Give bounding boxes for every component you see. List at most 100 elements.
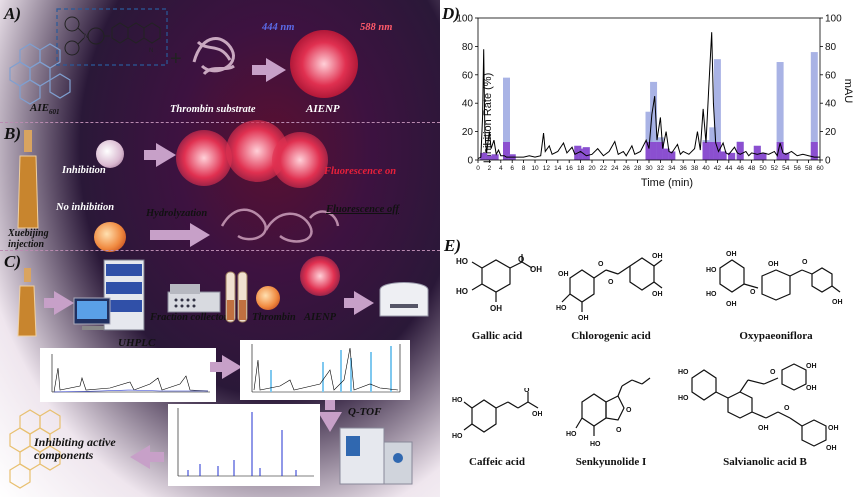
- ampoule-icon: [17, 130, 39, 229]
- arrow-b1: [156, 143, 176, 167]
- thrombin-substrate-label: Thrombin substrate: [170, 104, 256, 115]
- chromatogram-line: [477, 32, 820, 160]
- svg-text:HO: HO: [456, 257, 468, 266]
- x-tick-label: 10: [531, 165, 539, 172]
- inhibition-bar-base: [719, 151, 727, 160]
- svg-text:OH: OH: [578, 315, 589, 320]
- x-tick-label: 54: [782, 165, 790, 172]
- svg-text:O: O: [616, 427, 622, 434]
- arrow-b1-body: [144, 150, 156, 160]
- honeycomb-graphic: [9, 409, 61, 489]
- inhibition-bar-base: [728, 152, 736, 160]
- inhibition-bar-base: [656, 142, 664, 160]
- hydrolyzed-fragments-graphic: [220, 208, 340, 243]
- x-tick-label: 42: [714, 165, 722, 172]
- svg-text:O: O: [608, 279, 614, 286]
- qtof-instrument-icon: [339, 427, 413, 485]
- x-tick-label: 20: [588, 165, 596, 172]
- x-tick-label: 44: [725, 165, 733, 172]
- arrow-c4-body: [325, 400, 335, 410]
- compound-label-senkyunolide-i: Senkyunolide I: [575, 456, 647, 468]
- uhplc-instrument-icon: [73, 259, 145, 331]
- compound-label-oxypaeoniflora: Oxypaeoniflora: [739, 330, 813, 342]
- panel-b-label: B): [4, 124, 21, 143]
- svg-text:O: O: [784, 405, 790, 412]
- arrow-c5-body: [150, 452, 164, 462]
- fraction-collector-icon: [167, 284, 221, 313]
- arrow-c2-body: [344, 298, 354, 308]
- x-tick-label: 28: [634, 165, 642, 172]
- thrombin-blob-c: [256, 286, 280, 310]
- x-tick-label: 26: [623, 165, 631, 172]
- x-tick-label: 12: [543, 165, 551, 172]
- svg-text:O: O: [518, 255, 524, 264]
- oxypaeoniflora-structure: OH HO HO OH O OH O OH: [706, 251, 843, 308]
- svg-text:HO: HO: [678, 395, 689, 402]
- x-tick-label: 38: [691, 165, 699, 172]
- uhplc-label: UHPLC: [118, 337, 156, 349]
- svg-text:O: O: [750, 289, 756, 296]
- x-tick-label: 14: [554, 165, 562, 172]
- inhibition-bar-base: [485, 155, 493, 160]
- x-tick-label: 30: [645, 165, 653, 172]
- excitation-wavelength: 444 nm: [262, 22, 295, 33]
- x-tick-label: 24: [611, 165, 619, 172]
- svg-text:HO: HO: [452, 397, 463, 404]
- y-tick-label-right: 80: [825, 42, 837, 53]
- compound-label-gallic-acid: Gallic acid: [471, 330, 523, 342]
- y-tick-label-left: 60: [462, 70, 474, 81]
- svg-text:OH: OH: [726, 301, 737, 308]
- svg-text:OH: OH: [490, 304, 502, 313]
- salvianolic-acid-b-structure: HO HO OH OH O O OH OH OH: [678, 363, 839, 452]
- x-tick-label: 58: [805, 165, 813, 172]
- gallic-acid-structure: HO HO OH OH O: [456, 254, 542, 313]
- arrow-a: [266, 58, 286, 82]
- x-tick-label: 50: [759, 165, 767, 172]
- no-inhibition-label: No inhibition: [56, 202, 115, 213]
- inhibition-bar-base: [753, 145, 761, 160]
- svg-text:HO: HO: [566, 431, 577, 438]
- y-tick-label-right: 0: [825, 156, 831, 167]
- divider-bc: [0, 250, 440, 251]
- x-tick-label: 22: [600, 165, 608, 172]
- y-tick-label-left: 0: [467, 156, 473, 167]
- inhibition-bar-base: [503, 142, 510, 160]
- x-tick-label: 60: [816, 165, 824, 172]
- inhibition-label: Inhibition: [62, 165, 106, 176]
- mass-spectrum-thumbnail: [168, 404, 320, 486]
- hydrolyzation-label: Hydrolyzation: [146, 208, 208, 219]
- y-tick-label-left: 20: [462, 127, 474, 138]
- aienp-label-c: AIENP: [304, 312, 337, 323]
- aienp-particle-a: [290, 30, 358, 98]
- aie-molecule-graphic: [9, 43, 71, 105]
- svg-text:OH: OH: [726, 251, 737, 258]
- inhibition-bar: [645, 111, 653, 160]
- svg-text:O: O: [598, 261, 604, 268]
- svg-text:OH: OH: [652, 291, 663, 298]
- ampoule-icon-c: [17, 268, 37, 337]
- thrombin-substrate-graphic: [192, 37, 235, 76]
- inhibition-bar-base: [650, 142, 658, 160]
- x-tick-label: 46: [737, 165, 745, 172]
- thrombin-blob-lower: [94, 222, 126, 252]
- arrow-c3: [222, 355, 242, 379]
- plate-reader-icon: [379, 282, 429, 317]
- x-axis-title: Time (min): [640, 177, 694, 189]
- inhibition-bar-base: [713, 142, 721, 160]
- svg-text:OH: OH: [532, 411, 542, 418]
- fluorescence-on-label: Fluorescence on: [324, 166, 397, 177]
- arrow-c3-body: [210, 362, 222, 372]
- inhibiting-components-label: Inhibiting active components: [34, 435, 116, 462]
- xuebijing-label: Xuebijing injection: [8, 228, 49, 250]
- compound-label-chlorogenic-acid: Chlorogenic acid: [571, 330, 651, 342]
- svg-text:N: N: [84, 34, 88, 40]
- inhibition-bar-base: [736, 142, 744, 160]
- y-tick-label-left: 80: [462, 42, 474, 53]
- svg-text:OH: OH: [832, 299, 843, 306]
- inhibition-bar-base: [776, 142, 784, 160]
- x-tick-label: 16: [566, 165, 574, 172]
- svg-text:OH: OH: [652, 253, 663, 260]
- arrow-a-body: [252, 65, 266, 75]
- y-tick-label-right: 60: [825, 70, 837, 81]
